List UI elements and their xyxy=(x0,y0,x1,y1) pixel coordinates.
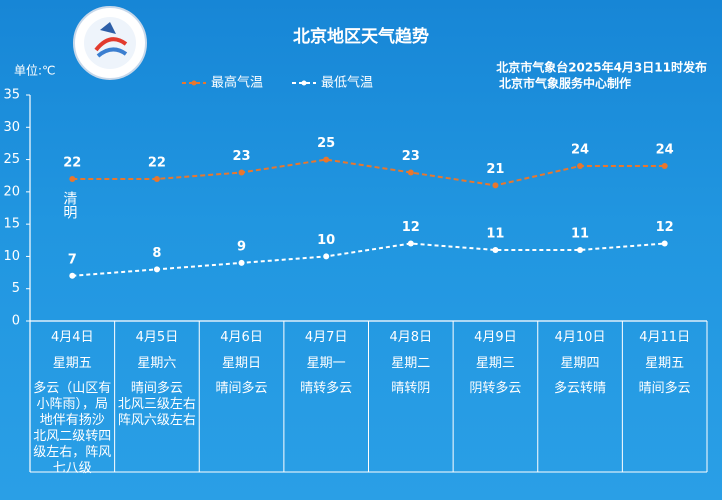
temperature-point xyxy=(577,163,584,170)
x-tick-label: 4月8日 xyxy=(389,330,433,345)
y-tick-label: 15 xyxy=(3,217,20,232)
temperature-point xyxy=(661,240,668,247)
legend-marker xyxy=(301,80,307,86)
temperature-point xyxy=(69,175,76,182)
value-label: 9 xyxy=(237,239,246,254)
y-tick-label: 5 xyxy=(12,281,20,296)
y-tick-label: 20 xyxy=(3,184,20,199)
temperature-line xyxy=(72,158,665,187)
logo xyxy=(73,6,147,80)
y-tick-label: 25 xyxy=(3,152,20,167)
temperature-point xyxy=(407,240,414,247)
weekday: 星期二 xyxy=(391,356,431,371)
value-label: 24 xyxy=(571,143,589,158)
x-tick-label: 4月7日 xyxy=(304,330,348,345)
temperature-point xyxy=(153,266,160,273)
weekday: 星期三 xyxy=(475,356,515,371)
weather-text: 多云（山区有小阵雨），局地伴有扬沙 北风二级转四级左右，阵风七八级 xyxy=(33,381,112,476)
holiday-annotation: 清明 xyxy=(61,190,78,219)
temperature-point xyxy=(323,156,330,163)
chart-title: 北京地区天气趋势 xyxy=(293,26,429,47)
temperature-point xyxy=(323,253,330,260)
weather-text: 多云转晴 xyxy=(554,381,607,396)
value-label: 12 xyxy=(402,220,420,235)
x-tick-label: 4月5日 xyxy=(135,330,179,345)
value-label: 22 xyxy=(63,155,81,170)
value-label: 10 xyxy=(317,233,335,248)
y-tick-label: 30 xyxy=(3,120,20,135)
temperature-point xyxy=(492,182,499,189)
weekday: 星期五 xyxy=(52,356,92,371)
value-label: 12 xyxy=(656,220,674,235)
legend-marker xyxy=(191,80,197,86)
weather-text: 阴转多云 xyxy=(469,381,522,396)
legend-label: 最低气温 xyxy=(321,75,373,91)
temperature-line xyxy=(72,242,665,277)
x-tick-label: 4月9日 xyxy=(474,330,517,345)
value-label: 11 xyxy=(486,226,504,241)
temperature-point xyxy=(238,169,245,176)
weekday: 星期五 xyxy=(645,356,685,371)
source-line: 北京市气象台2025年4月3日11时发布 xyxy=(496,60,707,75)
x-tick-label: 4月6日 xyxy=(220,330,263,345)
weekday: 星期日 xyxy=(222,356,262,371)
x-tick-label: 4月4日 xyxy=(51,330,94,345)
weekday: 星期一 xyxy=(306,356,346,371)
value-label: 25 xyxy=(317,136,335,151)
y-tick-label: 0 xyxy=(12,314,20,329)
value-label: 23 xyxy=(402,149,420,164)
weather-text: 晴转阴 xyxy=(391,381,431,396)
value-label: 24 xyxy=(656,143,674,158)
value-label: 21 xyxy=(486,162,504,177)
temperature-point xyxy=(407,169,414,176)
weather-text: 晴转多云 xyxy=(300,381,353,396)
weather-text: 晴间多云 北风三级左右 阵风六级左右 xyxy=(117,381,196,428)
unit-label: 单位:℃ xyxy=(14,63,56,78)
value-label: 7 xyxy=(68,252,77,267)
weekday: 星期四 xyxy=(560,356,600,371)
weekday: 星期六 xyxy=(137,356,177,371)
value-label: 8 xyxy=(152,246,161,261)
y-tick-label: 35 xyxy=(3,88,20,103)
weather-text: 晴间多云 xyxy=(638,381,691,396)
temperature-point xyxy=(577,246,584,253)
temperature-point xyxy=(661,163,668,170)
x-tick-label: 4月11日 xyxy=(639,330,691,345)
y-tick-label: 10 xyxy=(3,249,20,264)
value-label: 22 xyxy=(148,155,166,170)
temperature-point xyxy=(69,272,76,279)
source-line: 北京市气象服务中心制作 xyxy=(499,76,631,91)
legend-label: 最高气温 xyxy=(211,75,263,91)
temperature-point xyxy=(238,259,245,266)
value-label: 11 xyxy=(571,226,589,241)
temperature-point xyxy=(492,246,499,253)
x-tick-label: 4月10日 xyxy=(554,330,606,345)
temperature-point xyxy=(153,175,160,182)
weather-text: 晴间多云 xyxy=(215,381,268,396)
value-label: 23 xyxy=(233,149,251,164)
